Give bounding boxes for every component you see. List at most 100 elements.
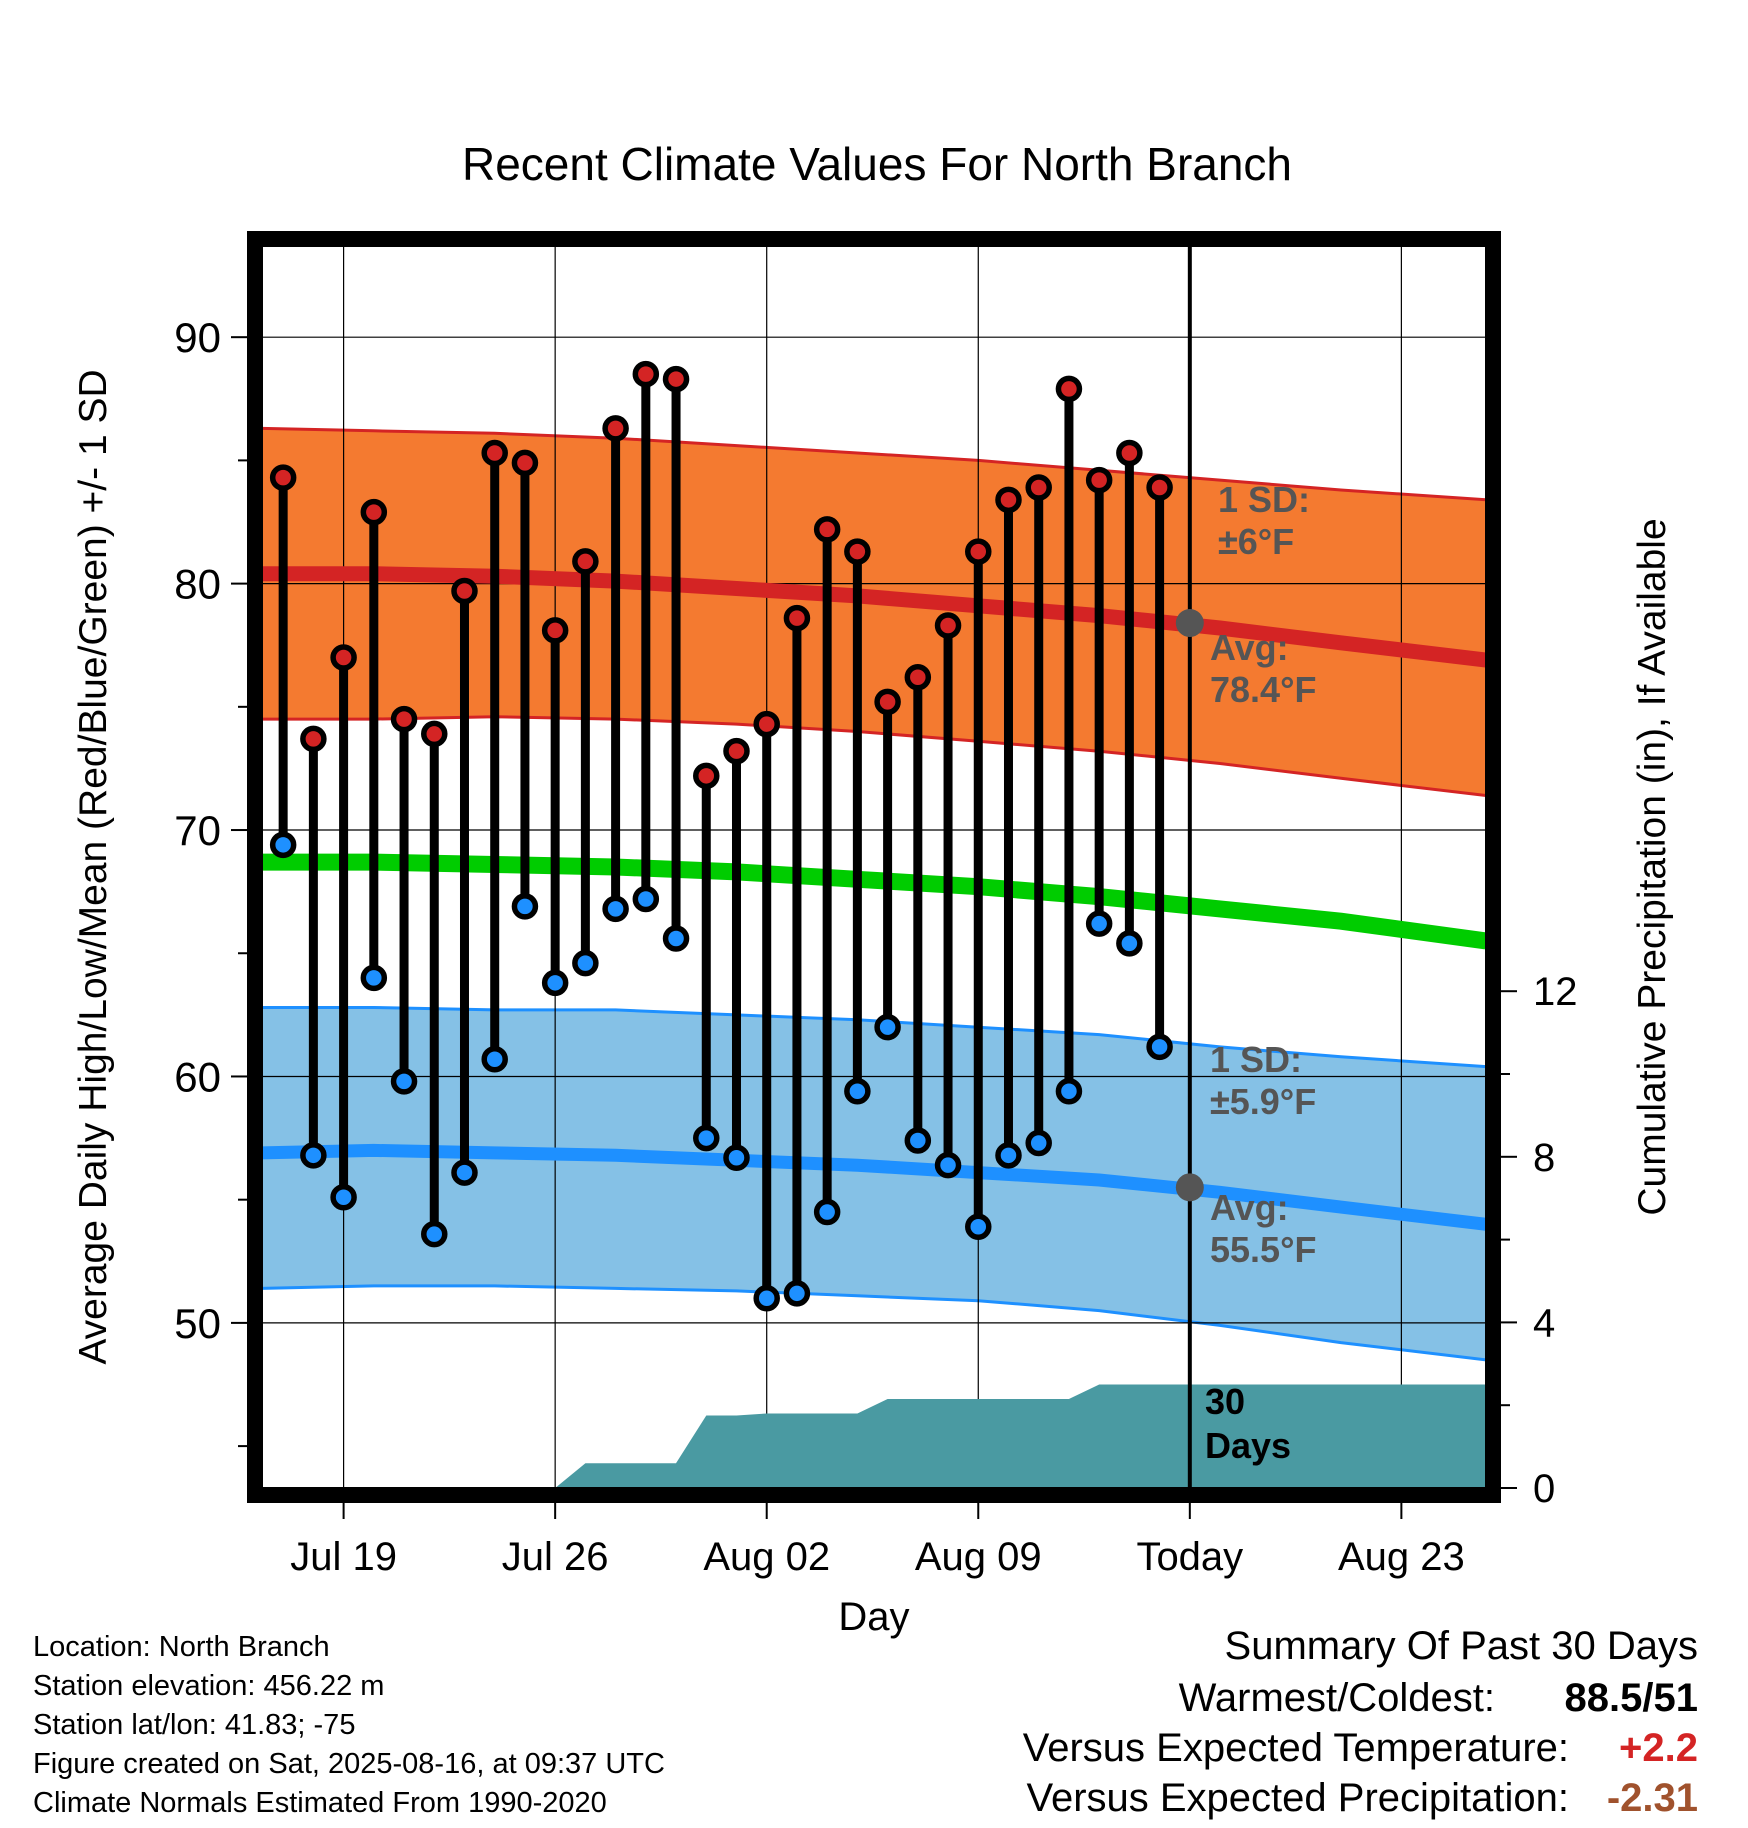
x-tick-label: Today <box>1136 1535 1243 1579</box>
daily-low-point <box>451 1159 478 1186</box>
summary-heading: Summary Of Past 30 Days <box>1224 1624 1698 1668</box>
y-tick-label: 50 <box>174 1300 221 1347</box>
daily-low-point <box>934 1151 962 1179</box>
daily-high-point <box>813 516 841 543</box>
x-tick-label: Aug 02 <box>703 1535 830 1579</box>
daily-high-point <box>693 762 720 790</box>
daily-low-point <box>602 895 629 923</box>
daily-low-point <box>572 949 599 977</box>
daily-high-point <box>300 725 327 753</box>
normal-low-line <box>262 1143 1486 1231</box>
daily-high-point <box>995 486 1022 514</box>
daily-high-point <box>1025 474 1052 501</box>
normal-bands <box>262 426 1486 1362</box>
annotations-layer: 1 SD: ±6°F Avg: 78.4°F 1 SD: ±5.9°F Avg: 55.5°F… <box>1205 479 1316 1466</box>
daily-high-point <box>934 612 962 639</box>
daily-high-point <box>541 617 569 644</box>
daily-low-point <box>269 831 297 859</box>
daily-low-point <box>390 1068 418 1095</box>
y-axis-label: Average Daily High/Low/Mean (Red/Blue/Gr… <box>72 369 115 1364</box>
summary-temp-value: +2.2 <box>1619 1726 1698 1770</box>
daily-bars <box>269 360 1173 1312</box>
daily-high-point <box>632 360 660 388</box>
low-sd-band <box>262 1007 1486 1360</box>
daily-high-point <box>572 548 599 575</box>
daily-high-point <box>421 720 448 748</box>
daily-high-point <box>390 705 418 733</box>
daily-high-point <box>602 415 629 442</box>
today-marker-layer <box>1175 246 1204 1488</box>
daily-low-point <box>632 885 660 913</box>
axes-layer: 50 60 70 80 90 0 4 8 12 Jul 19 Jul 26 Aug 02 Aug 09 T… <box>72 314 1674 1639</box>
footer-elevation: Station elevation: 456.22 m <box>33 1670 385 1702</box>
high-sd-band <box>262 428 1486 796</box>
daily-low-point <box>1085 910 1113 937</box>
plot-border <box>247 231 1501 1503</box>
y-tick-label: 80 <box>174 561 221 608</box>
daily-low-point <box>511 893 539 920</box>
y-tick-label: 60 <box>174 1053 221 1100</box>
x-tick-label: Aug 23 <box>1338 1535 1465 1579</box>
daily-low-point <box>995 1142 1022 1169</box>
y-tick-label: 90 <box>174 314 221 361</box>
summary-temp-label: Versus Expected Temperature: <box>1022 1726 1569 1770</box>
daily-high-point <box>904 664 932 691</box>
footer-latlon: Station lat/lon: 41.83; -75 <box>33 1709 356 1741</box>
y2-axis-label: Cumulative Precipitation (in), If Availa… <box>1631 518 1674 1215</box>
daily-low-point <box>1146 1033 1173 1061</box>
normal-mean-line <box>262 853 1486 950</box>
daily-low-point <box>874 1013 901 1041</box>
precip-area-layer <box>555 1384 1486 1488</box>
y2-tick-label: 12 <box>1533 970 1578 1014</box>
y2-tick-label: 0 <box>1533 1467 1555 1511</box>
summary-precip-label: Versus Expected Precipitation: <box>1026 1776 1569 1820</box>
summary-warmest-value: 88.5/51 <box>1564 1676 1698 1720</box>
footer-location: Location: North Branch <box>33 1631 330 1663</box>
daily-high-point <box>753 710 780 738</box>
x-axis-label: Day <box>838 1595 909 1639</box>
daily-high-point <box>269 464 297 491</box>
daily-low-point <box>662 925 690 952</box>
summary-precip-value: -2.31 <box>1606 1776 1698 1820</box>
x-tick-label: Jul 26 <box>502 1535 609 1579</box>
today-normal-low-marker <box>1175 1173 1204 1202</box>
y2-tick-label: 4 <box>1533 1301 1555 1345</box>
daily-low-point <box>813 1198 841 1226</box>
daily-low-point <box>1025 1129 1052 1157</box>
high-avg-annotation: Avg: 78.4°F <box>1210 627 1316 710</box>
daily-low-point <box>965 1213 992 1241</box>
daily-high-point <box>1085 466 1113 494</box>
daily-high-point <box>1055 375 1083 403</box>
footer-created: Figure created on Sat, 2025-08-16, at 09… <box>33 1748 665 1780</box>
daily-low-point <box>541 969 569 997</box>
daily-low-point <box>330 1183 357 1211</box>
x-tick-label: Jul 19 <box>290 1535 397 1579</box>
daily-high-point <box>1116 439 1143 467</box>
low-sd-lower-line <box>262 1284 1486 1362</box>
daily-low-point <box>904 1127 932 1154</box>
daily-high-point <box>965 538 992 565</box>
plot-frame <box>247 231 1501 1503</box>
daily-high-point <box>874 688 901 716</box>
daily-low-point <box>1055 1078 1083 1105</box>
precip-days-annotation: 30 Days <box>1205 1381 1291 1466</box>
daily-high-point <box>330 644 357 671</box>
daily-low-point <box>421 1220 448 1248</box>
y2-tick-label: 8 <box>1533 1136 1555 1180</box>
high-sd-annotation: 1 SD: ±6°F <box>1218 479 1310 562</box>
daily-low-point <box>300 1142 327 1169</box>
daily-low-point <box>844 1078 871 1105</box>
low-sd-annotation: 1 SD: ±5.9°F <box>1210 1039 1316 1122</box>
daily-low-point <box>753 1285 780 1312</box>
chart-title: Recent Climate Values For North Branch <box>462 138 1292 190</box>
daily-high-point <box>511 449 539 477</box>
summary-warmest-label: Warmest/Coldest: <box>1178 1676 1495 1720</box>
precip-area <box>555 1384 1486 1488</box>
daily-low-point <box>693 1124 720 1152</box>
low-avg-annotation: Avg: 55.5°F <box>1210 1187 1316 1270</box>
daily-high-point <box>844 538 871 565</box>
daily-low-point <box>1116 930 1143 957</box>
daily-high-point <box>662 365 690 393</box>
x-tick-label: Aug 09 <box>915 1535 1042 1579</box>
